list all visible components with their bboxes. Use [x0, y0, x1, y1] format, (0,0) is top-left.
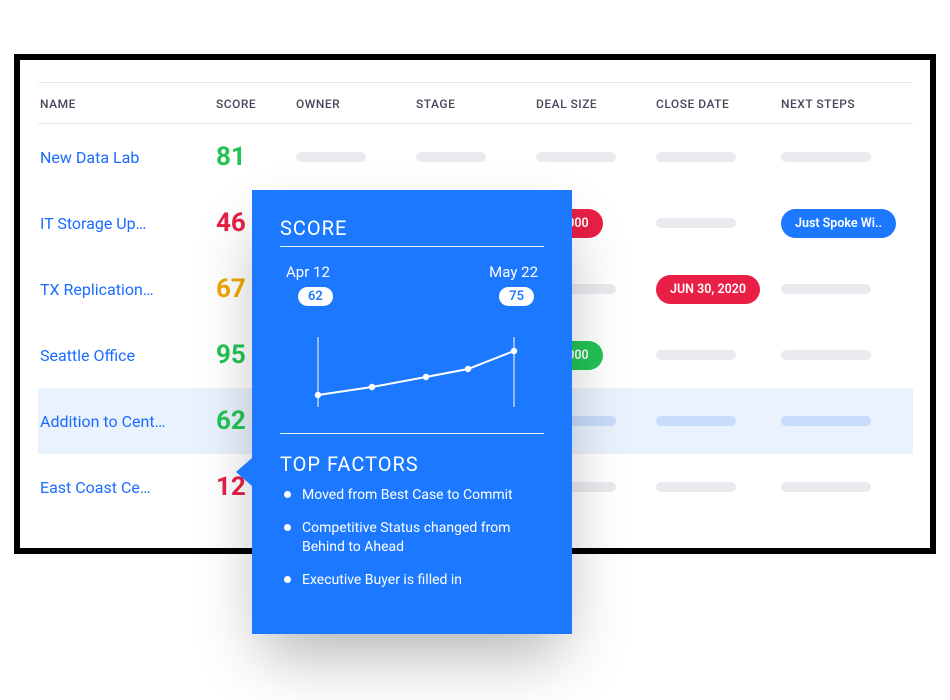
placeholder — [416, 152, 486, 162]
score-value[interactable]: 95 — [216, 340, 246, 370]
chart-start-date: Apr 12 — [286, 263, 330, 281]
chart-date-range: Apr 12 May 22 — [280, 261, 544, 287]
score-value[interactable]: 62 — [216, 406, 246, 436]
placeholder — [296, 152, 366, 162]
col-header-close-date[interactable]: CLOSE DATE — [648, 83, 773, 124]
score-value[interactable]: 46 — [216, 208, 246, 238]
placeholder — [656, 152, 736, 162]
opportunity-name-link[interactable]: Addition to Cent… — [40, 412, 200, 431]
popover-pointer-icon — [236, 458, 252, 486]
col-header-next-steps[interactable]: NEXT STEPS — [773, 83, 913, 124]
factor-item: Moved from Best Case to Commit — [284, 486, 544, 505]
placeholder — [656, 416, 736, 426]
chart-start-value: 62 — [298, 287, 333, 306]
col-header-deal-size[interactable]: DEAL SIZE — [528, 83, 648, 124]
placeholder — [536, 152, 616, 162]
placeholder — [781, 416, 871, 426]
table-header-row: NAME SCORE OWNER STAGE DEAL SIZE CLOSE D… — [38, 83, 913, 124]
placeholder — [781, 284, 871, 294]
pill-badge[interactable]: JUN 30, 2020 — [656, 275, 760, 304]
table-row[interactable]: New Data Lab 81 — [38, 124, 913, 191]
placeholder — [781, 350, 871, 360]
opportunity-name-link[interactable]: East Coast Ce… — [40, 478, 200, 497]
col-header-name[interactable]: NAME — [38, 83, 208, 124]
score-value[interactable]: 67 — [216, 274, 246, 304]
popover-title: SCORE — [280, 216, 544, 240]
placeholder — [781, 152, 871, 162]
popover-divider — [280, 246, 544, 247]
top-factors-title: TOP FACTORS — [280, 452, 544, 476]
popover-divider-2 — [280, 433, 544, 434]
score-chart: 62 75 — [280, 287, 544, 417]
opportunity-name-link[interactable]: TX Replication… — [40, 280, 200, 299]
top-factors-list: Moved from Best Case to Commit Competitiv… — [280, 486, 544, 590]
opportunity-name-link[interactable]: Seattle Office — [40, 346, 200, 365]
placeholder — [656, 350, 736, 360]
score-popover: SCORE Apr 12 May 22 62 75 TOP FACTORS Mo… — [252, 190, 572, 634]
placeholder — [656, 482, 736, 492]
col-header-owner[interactable]: OWNER — [288, 83, 408, 124]
chart-end-date: May 22 — [489, 263, 538, 281]
score-value[interactable]: 81 — [216, 142, 246, 172]
factor-item: Executive Buyer is filled in — [284, 571, 544, 590]
opportunity-name-link[interactable]: IT Storage Up… — [40, 214, 200, 233]
placeholder — [781, 482, 871, 492]
factor-item: Competitive Status changed from Behind t… — [284, 519, 544, 557]
placeholder — [656, 218, 736, 228]
chart-end-value: 75 — [499, 287, 534, 306]
col-header-score[interactable]: SCORE — [208, 83, 288, 124]
pill-badge[interactable]: Just Spoke Wi.. — [781, 209, 896, 238]
col-header-stage[interactable]: STAGE — [408, 83, 528, 124]
chart-svg — [280, 317, 544, 417]
opportunity-name-link[interactable]: New Data Lab — [40, 148, 200, 167]
